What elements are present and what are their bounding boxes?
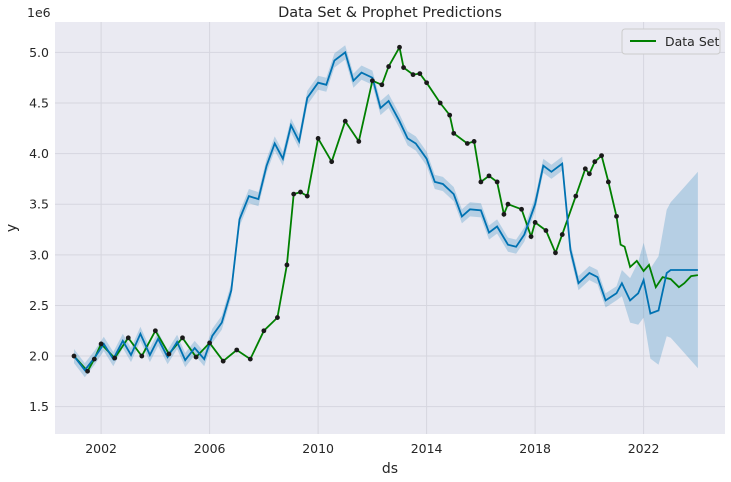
observed-point [275,315,280,320]
y-tick-label: 1.5 [29,399,49,414]
y-tick-label: 3.5 [29,197,49,212]
observed-point [152,328,158,334]
observed-point [207,340,213,346]
y-tick-label: 5.0 [29,45,49,60]
observed-point [125,335,131,341]
observed-point [447,112,453,118]
observed-point [386,64,392,69]
observed-point [71,353,77,359]
observed-point [614,213,619,219]
observed-points-layer [71,44,619,374]
series-line-forecast [73,50,698,372]
observed-point [261,328,267,334]
observed-point [98,341,104,347]
tick-labels: 2002 2006 2010 2014 2018 2022 1.5 2.0 2.5 3.0 3.5 4… [29,45,659,456]
y-tick-label: 4.0 [29,146,49,161]
observed-point [599,153,604,159]
x-axis-label: ds [382,461,398,477]
observed-point [464,141,470,146]
observed-point [501,211,507,217]
observed-point [291,191,297,197]
observed-point [573,193,579,199]
y-tick-label: 3.0 [29,247,49,262]
y-tick-label: 2.0 [29,349,49,364]
x-tick-label: 2018 [519,441,551,456]
observed-point [379,82,385,88]
y-tick-label: 4.5 [29,95,49,110]
x-tick-label: 2022 [628,441,660,456]
x-tick-label: 2014 [411,441,443,456]
y-axis-label: y [4,224,20,232]
legend: Data Set [621,28,721,55]
observed-point [486,173,492,179]
y-offset-label: 1e6 [27,5,51,20]
legend-box [621,28,721,55]
observed-point [166,351,172,357]
observed-point [424,80,430,86]
plot-background [55,22,725,434]
observed-point [193,354,199,360]
observed-point [532,220,538,225]
observed-point [356,139,362,144]
observed-point [369,78,375,84]
observed-point [329,159,335,165]
observed-point [234,347,240,353]
observed-point [437,100,443,106]
observed-point [586,171,592,177]
observed-point [91,356,97,362]
observed-point [528,234,534,240]
observed-point [417,71,423,77]
observed-point [553,250,558,256]
observed-point [112,355,118,361]
observed-point [180,335,185,341]
observed-point [284,262,290,268]
x-tick-label: 2002 [85,441,117,456]
y-tick-label: 2.5 [29,298,49,313]
observed-point [505,201,511,207]
observed-point [315,136,321,141]
observed-point [410,72,416,78]
observed-point [451,130,457,136]
observed-point [494,179,500,185]
observed-point [342,118,348,124]
x-tick-label: 2006 [194,441,226,456]
observed-point [397,44,402,50]
chart-title: Data Set & Prophet Predictions [278,5,502,21]
observed-point [605,179,611,185]
x-tick-label: 2010 [302,441,334,456]
legend-label-data-set: Data Set [665,34,719,49]
observed-point [85,368,90,374]
observed-point [592,159,598,165]
observed-point [582,166,588,172]
observed-point [543,228,549,233]
observed-point [220,358,226,364]
observed-point [478,179,484,185]
observed-point [304,193,310,199]
observed-point [401,65,406,70]
observed-point [559,232,565,237]
observed-point [519,206,524,212]
observed-point [139,353,145,359]
observed-point [298,189,303,195]
observed-point [247,356,253,362]
observed-point [471,139,477,144]
